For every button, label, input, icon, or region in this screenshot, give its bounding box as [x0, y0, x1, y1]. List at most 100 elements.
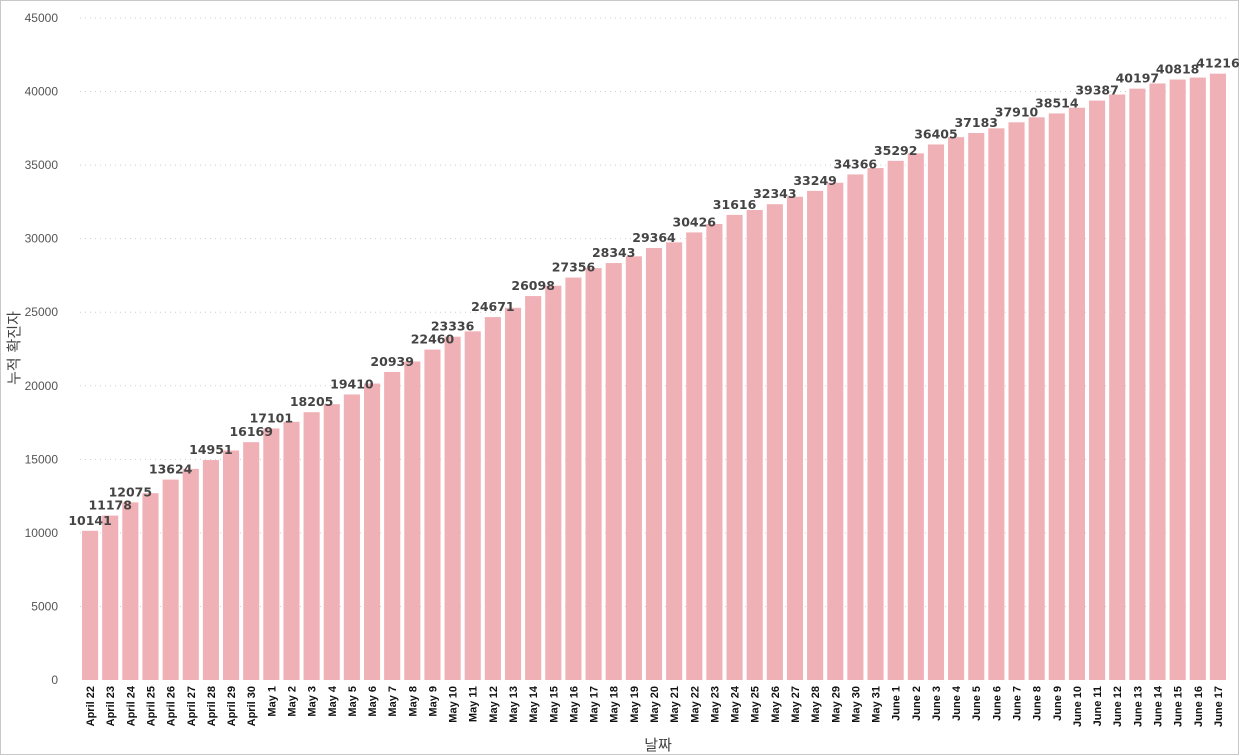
x-tick-label: June 2 [911, 686, 923, 721]
x-tick-label: May 30 [850, 686, 862, 723]
bar [625, 256, 642, 680]
x-tick-label: June 15 [1173, 686, 1185, 727]
bar [1169, 79, 1186, 681]
bar [545, 285, 562, 680]
y-tick-label: 25000 [25, 305, 59, 319]
bar [525, 296, 542, 680]
bar [887, 160, 904, 681]
x-tick-label: April 25 [145, 686, 157, 726]
data-label: 22460 [411, 332, 455, 347]
bar [1109, 94, 1126, 680]
y-axis-title: 누적 확진자 [5, 311, 23, 385]
x-tick-label: June 16 [1193, 686, 1205, 727]
bar [202, 460, 219, 680]
x-tick-label: May 1 [266, 686, 278, 717]
x-tick-label: May 25 [750, 686, 762, 723]
bar [1129, 88, 1146, 680]
data-label: 36405 [914, 126, 958, 141]
x-tick-label: May 9 [427, 686, 439, 717]
data-label: 29364 [632, 230, 676, 245]
x-tick-label: April 27 [186, 686, 198, 726]
x-tick-label: June 6 [991, 686, 1003, 721]
x-tick-label: May 23 [709, 686, 721, 723]
x-tick-label: May 12 [488, 686, 500, 723]
x-tick-label: April 30 [246, 686, 258, 726]
bar [786, 196, 804, 681]
data-label: 38514 [1035, 95, 1079, 110]
x-tick-label: April 29 [226, 686, 238, 726]
bar [1089, 100, 1106, 680]
x-tick-label: May 5 [347, 686, 359, 717]
bar [666, 242, 683, 680]
bar [464, 331, 481, 680]
bar [1008, 122, 1025, 681]
bar [363, 383, 381, 680]
bar [746, 209, 763, 681]
x-tick-label: May 13 [508, 686, 520, 723]
data-label: 41216 [1196, 56, 1239, 71]
data-label: 18205 [290, 394, 334, 409]
x-tick-label: May 24 [730, 685, 742, 723]
bar [867, 168, 884, 680]
bar [1068, 107, 1086, 680]
bar [565, 277, 582, 680]
x-tick-label: May 19 [629, 686, 641, 723]
x-tick-label: June 8 [1032, 686, 1044, 721]
x-tick-label: April 22 [85, 686, 97, 726]
data-label: 12075 [109, 484, 153, 499]
bar [424, 349, 441, 680]
x-axis-ticks: April 22 April 23 April 24 April 25 April 26… [85, 685, 1225, 727]
x-tick-label: June 4 [951, 685, 963, 721]
x-tick-label: May 2 [286, 686, 298, 717]
x-tick-label: May 16 [568, 686, 580, 723]
x-tick-label: April 23 [105, 686, 117, 726]
x-tick-label: May 6 [367, 686, 379, 717]
y-tick-label: 15000 [25, 452, 59, 466]
data-label: 23336 [431, 319, 475, 334]
data-label: 11178 [88, 498, 132, 513]
y-tick-label: 30000 [25, 232, 59, 246]
y-tick-label: 10000 [25, 526, 59, 540]
x-tick-label: May 10 [448, 686, 460, 723]
x-tick-label: May 4 [327, 685, 339, 716]
x-tick-label: May 14 [528, 685, 540, 723]
bar [263, 428, 280, 680]
x-tick-label: May 15 [548, 686, 560, 723]
x-tick-label: May 11 [468, 686, 480, 722]
data-label: 27356 [552, 260, 596, 275]
data-label: 24671 [471, 299, 515, 314]
bar [968, 132, 985, 680]
bar [82, 530, 99, 680]
data-label: 31616 [713, 197, 757, 212]
data-label: 34366 [834, 156, 878, 171]
data-label: 28343 [592, 245, 636, 260]
data-label: 10141 [68, 513, 112, 528]
bar [484, 317, 501, 680]
bar [1048, 113, 1065, 681]
bar [706, 223, 723, 680]
y-tick-label: 40000 [25, 85, 59, 99]
x-tick-label: April 28 [206, 686, 218, 726]
x-tick-label: June 12 [1112, 686, 1124, 727]
bar [303, 412, 320, 680]
bar [162, 479, 179, 680]
data-label: 40818 [1156, 62, 1200, 77]
data-label: 33249 [793, 173, 837, 188]
bar [948, 137, 965, 680]
data-label: 16169 [229, 424, 273, 439]
x-tick-label: June 14 [1153, 685, 1165, 727]
y-tick-label: 45000 [25, 11, 59, 25]
x-tick-label: May 8 [407, 686, 419, 717]
data-label: 13624 [149, 462, 193, 477]
bar [142, 493, 159, 680]
x-tick-label: May 21 [669, 686, 681, 723]
x-tick-label: June 7 [1012, 686, 1024, 721]
y-tick-label: 0 [51, 673, 58, 687]
y-axis-ticks: 0 5000 10000 15000 20000 25000 30000 35000 40000… [25, 11, 59, 687]
data-label: 32343 [753, 186, 797, 201]
x-tick-label: April 26 [166, 686, 178, 726]
y-tick-label: 5000 [31, 599, 58, 613]
x-tick-label: May 18 [609, 686, 621, 723]
